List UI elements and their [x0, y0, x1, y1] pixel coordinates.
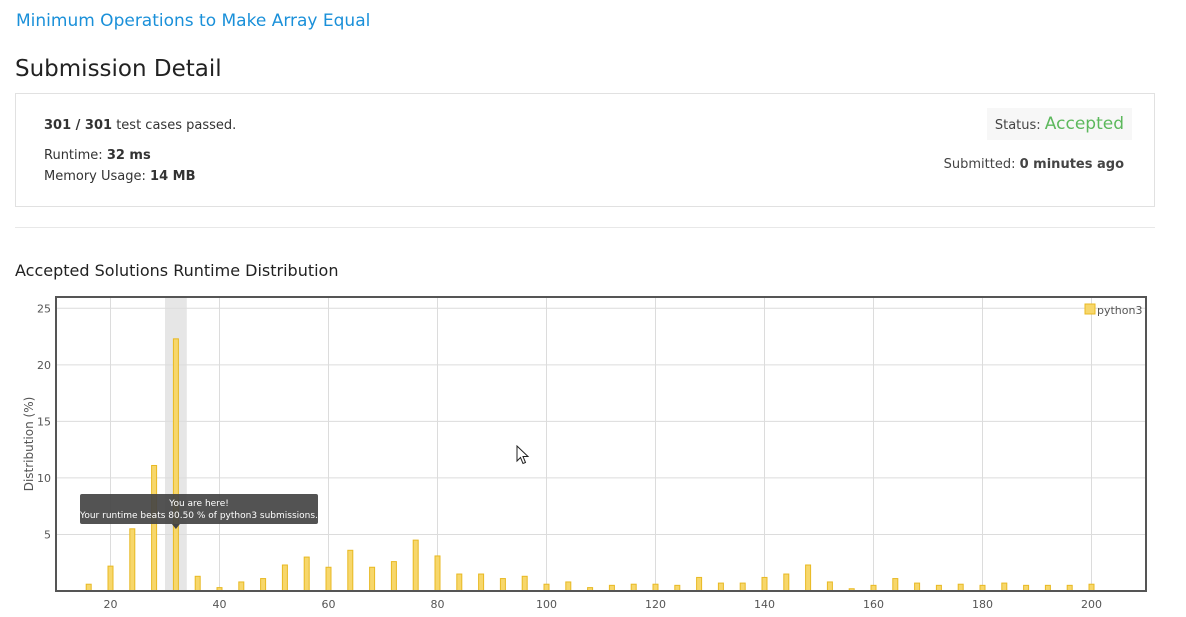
tooltip-box — [80, 494, 318, 524]
y-axis-label: Distribution (%) — [22, 397, 36, 492]
test-cases-passed: 301 / 301 test cases passed. — [44, 118, 236, 133]
runtime-tooltip: You are here! Your runtime beats 80.50 % … — [79, 494, 318, 529]
page-title: Submission Detail — [15, 56, 222, 82]
memory-label: Memory Usage: — [44, 169, 151, 184]
status-badge: Status: Accepted — [986, 108, 1132, 140]
bar — [652, 583, 659, 592]
bar — [347, 549, 354, 592]
x-tick-label: 60 — [322, 598, 336, 611]
x-tick-label: 140 — [754, 598, 775, 611]
bar — [543, 583, 550, 592]
mouse-pointer-icon — [516, 445, 530, 465]
runtime-stat: Runtime: 32 ms — [44, 148, 151, 163]
bar — [478, 573, 485, 592]
bar — [434, 555, 441, 592]
bar — [805, 564, 812, 592]
x-tick-label: 20 — [104, 598, 118, 611]
y-tick-label: 15 — [37, 415, 51, 428]
bar — [412, 539, 419, 592]
status-value: Accepted — [1044, 114, 1124, 134]
bar — [565, 581, 572, 592]
legend-swatch — [1084, 303, 1096, 315]
y-tick-label: 20 — [37, 359, 51, 372]
x-tick-label: 100 — [536, 598, 557, 611]
x-tick-label: 120 — [645, 598, 666, 611]
x-tick-label: 40 — [213, 598, 227, 611]
bar — [107, 565, 114, 592]
y-tick-label: 10 — [37, 472, 51, 485]
y-tick-label: 5 — [44, 528, 51, 541]
bar — [281, 564, 288, 592]
distribution-title: Accepted Solutions Runtime Distribution — [15, 261, 339, 280]
bar — [369, 566, 376, 592]
bar — [957, 583, 964, 592]
bar — [717, 582, 724, 592]
bar — [303, 556, 310, 592]
bar — [499, 578, 506, 592]
bar — [783, 573, 790, 592]
bar — [238, 581, 245, 592]
bar — [260, 578, 267, 592]
bar — [85, 583, 92, 592]
bar — [325, 566, 332, 592]
bar — [129, 528, 136, 592]
memory-stat: Memory Usage: 14 MB — [44, 169, 196, 184]
y-tick-label: 25 — [37, 302, 51, 315]
submission-summary-card: 301 / 301 test cases passed. Runtime: 32… — [15, 93, 1155, 207]
submitted-time: Submitted: 0 minutes ago — [944, 157, 1124, 172]
runtime-value: 32 ms — [106, 148, 151, 163]
bar — [172, 338, 179, 592]
bar — [914, 582, 921, 592]
section-divider — [15, 227, 1155, 228]
bar — [521, 575, 528, 592]
bar — [696, 576, 703, 592]
x-tick-label: 180 — [972, 598, 993, 611]
plot-border — [55, 296, 1147, 592]
bar — [390, 561, 397, 592]
x-tick-label: 160 — [863, 598, 884, 611]
passed-count: 301 / 301 — [44, 118, 113, 133]
submitted-value: 0 minutes ago — [1019, 157, 1124, 172]
status-label: Status: — [994, 118, 1045, 133]
bar — [892, 578, 899, 592]
bar — [1088, 583, 1095, 592]
tooltip-line-1: You are here! — [168, 499, 229, 509]
bar — [1001, 582, 1008, 592]
bar — [826, 581, 833, 592]
bar — [151, 464, 158, 592]
problem-title-link[interactable]: Minimum Operations to Make Array Equal — [16, 11, 371, 31]
passed-suffix: test cases passed. — [112, 118, 237, 133]
runtime-distribution-chart: 20 40 60 80 100 120 140 160 180 200 5 10 15 20 25 Distr… — [22, 296, 1147, 611]
bar — [630, 583, 637, 592]
bar — [739, 582, 746, 592]
bar — [194, 575, 201, 592]
plot-area — [56, 297, 1146, 591]
runtime-label: Runtime: — [44, 148, 107, 163]
tooltip-pointer — [171, 524, 180, 529]
memory-value: 14 MB — [150, 169, 196, 184]
submitted-label: Submitted: — [943, 157, 1020, 172]
legend-label: python3 — [1097, 304, 1142, 317]
x-tick-label: 80 — [431, 598, 445, 611]
bar — [761, 576, 768, 592]
tooltip-line-2: Your runtime beats 80.50 % of python3 su… — [79, 511, 318, 521]
bar — [456, 573, 463, 592]
x-tick-label: 200 — [1081, 598, 1102, 611]
